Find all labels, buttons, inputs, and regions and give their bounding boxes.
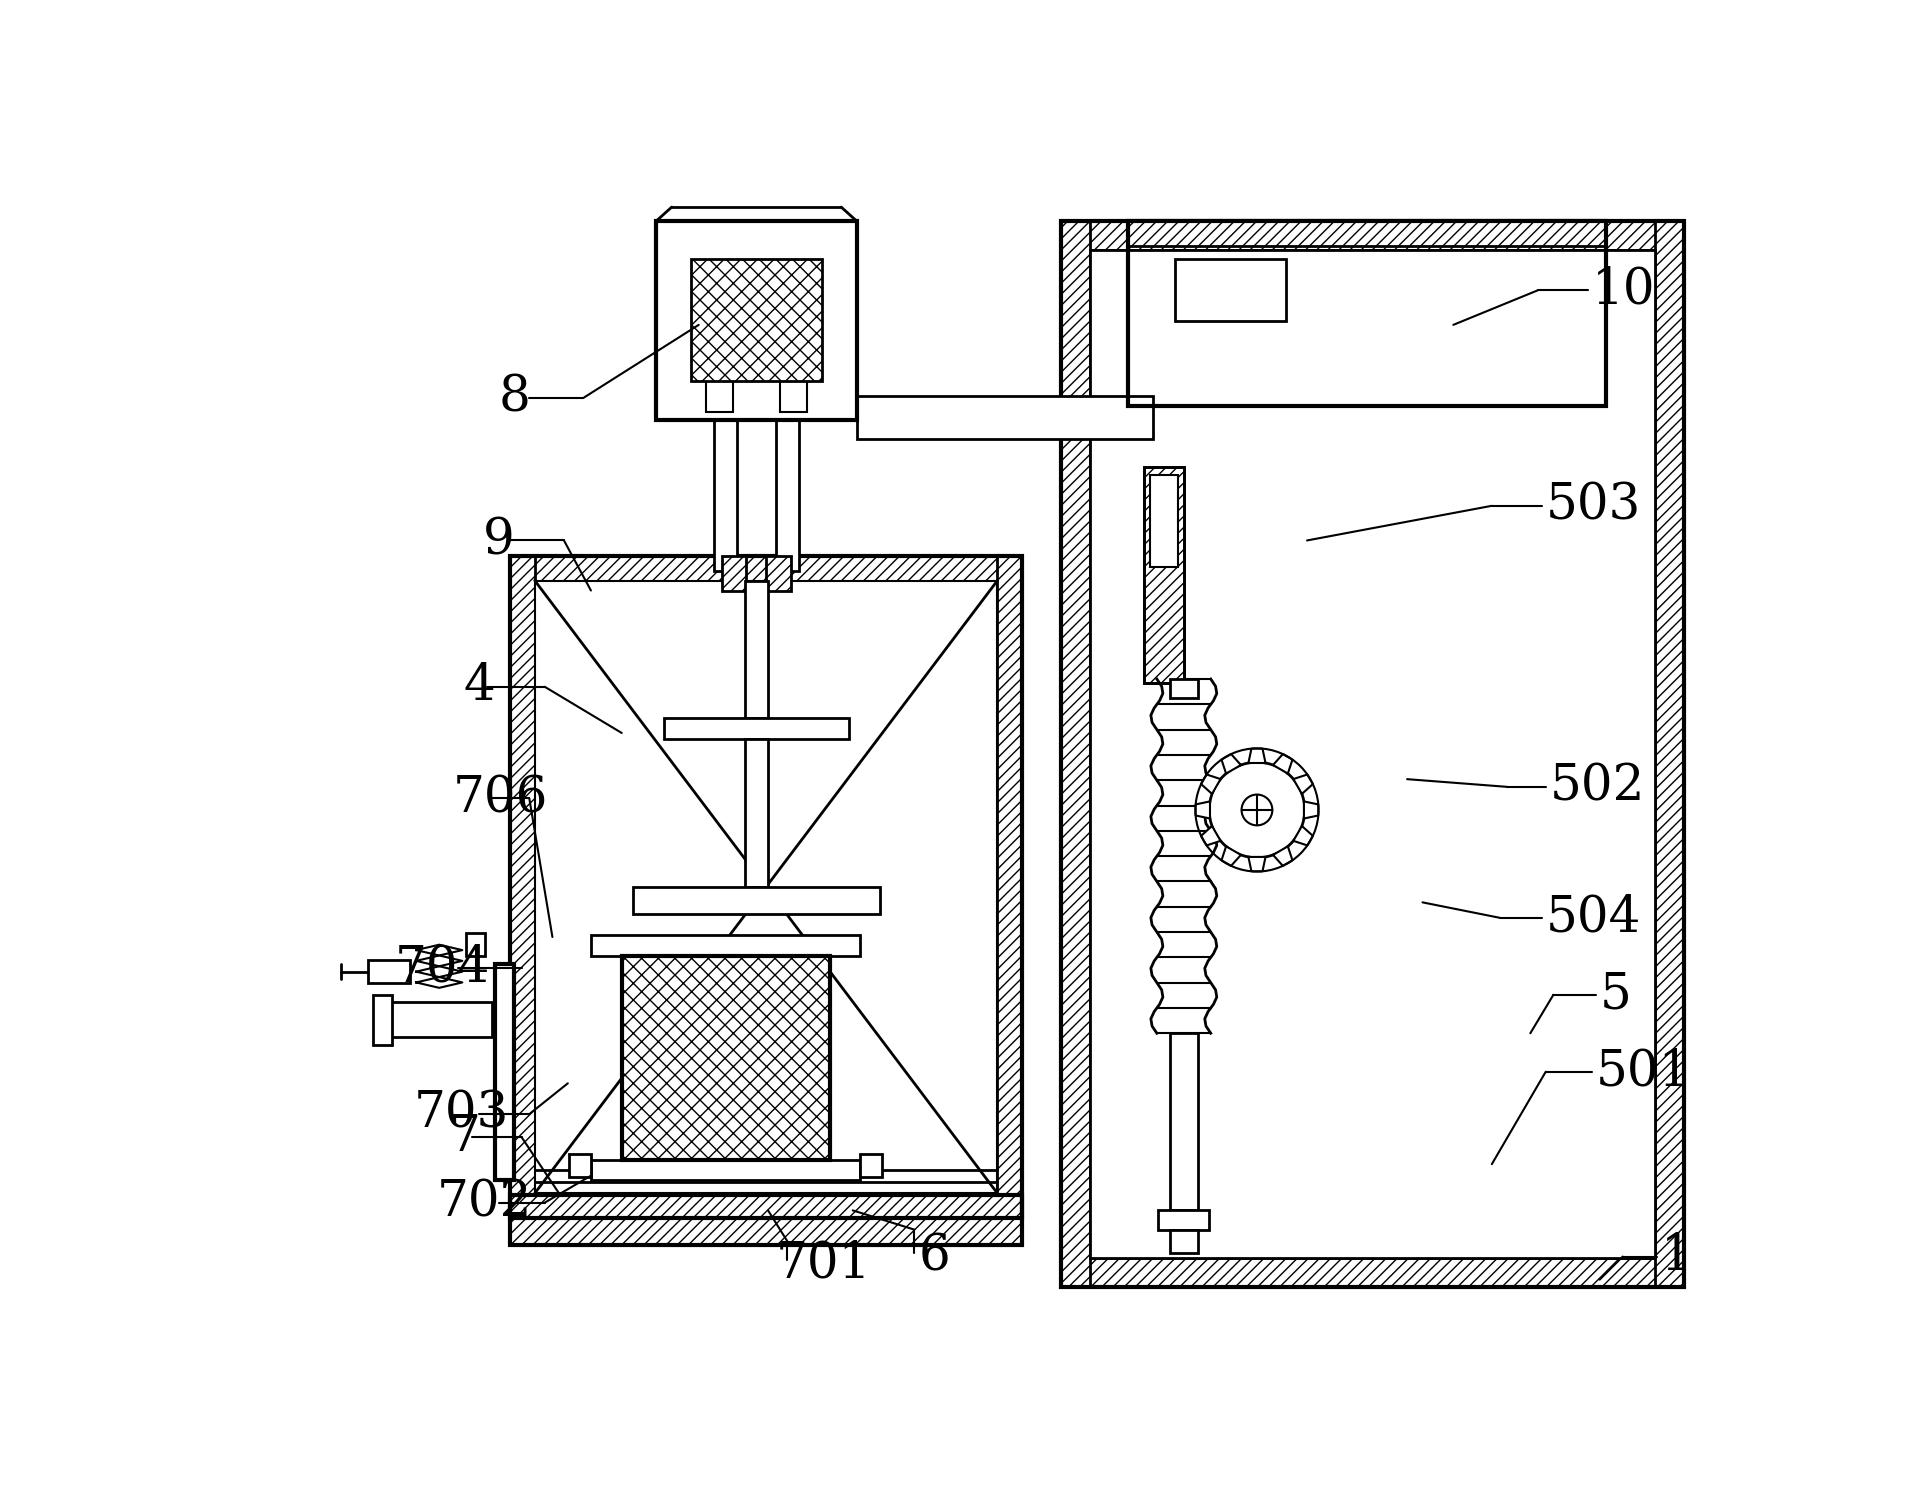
- Text: 10: 10: [1591, 265, 1656, 315]
- Bar: [376, 1003, 493, 1037]
- Bar: [1060, 220, 1091, 1287]
- Bar: [510, 557, 1022, 1219]
- Bar: [746, 740, 769, 887]
- Bar: [1654, 220, 1685, 1287]
- Bar: [466, 933, 485, 957]
- Text: 8: 8: [498, 373, 531, 423]
- Text: 5: 5: [1599, 970, 1631, 1019]
- Bar: [1060, 1257, 1685, 1287]
- Text: 504: 504: [1545, 893, 1641, 942]
- Text: 703: 703: [414, 1089, 510, 1138]
- Bar: [780, 381, 807, 412]
- Text: 502: 502: [1549, 762, 1645, 811]
- Text: 701: 701: [776, 1240, 870, 1289]
- Bar: [656, 220, 857, 420]
- Polygon shape: [1248, 748, 1265, 763]
- Bar: [1091, 250, 1654, 1257]
- Bar: [590, 1161, 861, 1180]
- Bar: [1169, 1033, 1198, 1210]
- Polygon shape: [1221, 754, 1240, 774]
- Text: 704: 704: [395, 943, 491, 992]
- Circle shape: [1242, 795, 1273, 826]
- Bar: [510, 1193, 1022, 1219]
- Bar: [1129, 220, 1606, 246]
- Bar: [510, 1195, 1022, 1245]
- Bar: [1144, 467, 1185, 683]
- Bar: [1060, 220, 1685, 1287]
- Text: 9: 9: [483, 516, 516, 565]
- Bar: [535, 580, 997, 1193]
- Polygon shape: [1202, 774, 1221, 795]
- Bar: [633, 887, 880, 914]
- Bar: [510, 557, 535, 1219]
- Text: 1: 1: [1662, 1232, 1693, 1281]
- Bar: [861, 1155, 882, 1177]
- Bar: [1129, 220, 1606, 406]
- Polygon shape: [1202, 826, 1221, 845]
- Bar: [776, 420, 799, 571]
- Polygon shape: [1294, 826, 1313, 845]
- Bar: [707, 381, 734, 412]
- Polygon shape: [1248, 857, 1265, 872]
- Bar: [1175, 259, 1286, 321]
- Bar: [663, 717, 849, 740]
- Bar: [723, 557, 746, 591]
- Bar: [1060, 220, 1685, 250]
- Bar: [767, 557, 792, 591]
- Circle shape: [1210, 762, 1305, 857]
- Bar: [510, 557, 1022, 580]
- Text: 503: 503: [1545, 481, 1641, 531]
- Polygon shape: [1273, 847, 1292, 866]
- Text: 501: 501: [1595, 1048, 1691, 1097]
- Polygon shape: [1196, 802, 1210, 818]
- Bar: [368, 960, 410, 984]
- Bar: [510, 1195, 1022, 1245]
- Polygon shape: [1304, 802, 1319, 818]
- Bar: [746, 580, 769, 717]
- Bar: [569, 1155, 590, 1177]
- Bar: [1169, 1229, 1198, 1253]
- Bar: [621, 957, 830, 1161]
- Bar: [495, 964, 514, 1180]
- Text: 4: 4: [464, 662, 497, 711]
- Bar: [374, 995, 393, 1045]
- Text: 706: 706: [452, 774, 548, 823]
- Bar: [590, 934, 861, 957]
- Bar: [1144, 467, 1185, 683]
- Text: 6: 6: [918, 1232, 951, 1281]
- Bar: [857, 396, 1152, 439]
- Bar: [1158, 1210, 1210, 1229]
- Polygon shape: [1221, 847, 1240, 866]
- Bar: [1169, 679, 1198, 698]
- Polygon shape: [1294, 774, 1313, 795]
- Text: 702: 702: [437, 1178, 533, 1228]
- Bar: [690, 259, 822, 381]
- Bar: [997, 557, 1022, 1219]
- Bar: [715, 420, 738, 571]
- Polygon shape: [1273, 754, 1292, 774]
- Text: 7: 7: [449, 1113, 481, 1162]
- Bar: [1150, 475, 1177, 567]
- Bar: [621, 957, 830, 1161]
